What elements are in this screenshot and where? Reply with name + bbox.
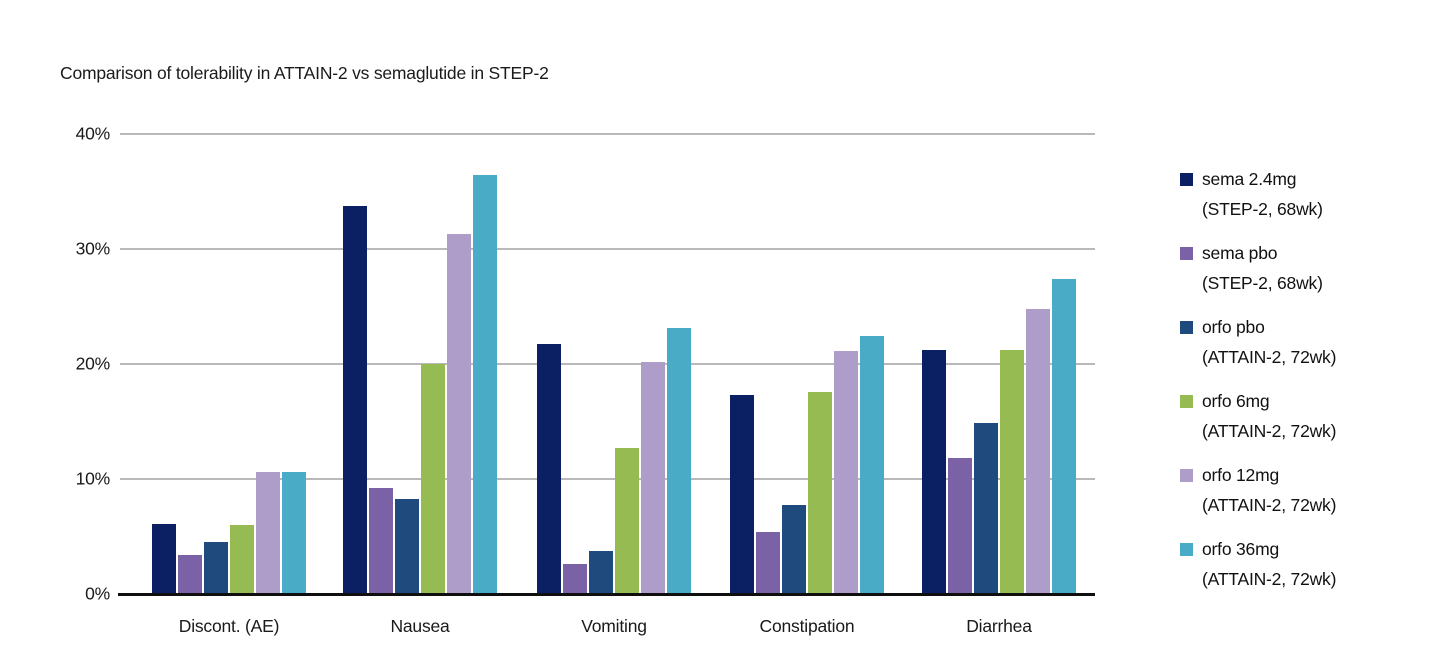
y-tick-label-30: 30%: [75, 238, 111, 259]
bar-series-3-cat-4: [1000, 350, 1024, 594]
bar-series-1-cat-4: [948, 458, 972, 594]
legend-text-0: sema 2.4mg (STEP-2, 68wk): [1202, 165, 1323, 224]
legend-label-1: sema pbo: [1202, 243, 1278, 263]
legend-text-5: orfo 36mg (ATTAIN-2, 72wk): [1202, 535, 1336, 594]
legend-sublabel-5: (ATTAIN-2, 72wk): [1202, 568, 1337, 589]
bar-series-3-cat-0: [230, 525, 254, 594]
bar-series-0-cat-3: [730, 395, 754, 594]
bar-group-2: [537, 328, 691, 594]
plot-area: 0% 10% 20% 30% 40% Discont. (AE) Nausea Vomiti…: [76, 124, 1095, 636]
legend-item-5: orfo 36mg (ATTAIN-2, 72wk): [1180, 535, 1450, 594]
bar-series-4-cat-0: [256, 472, 280, 594]
legend-swatch-2: [1180, 321, 1193, 334]
chart-title: Comparison of tolerability in ATTAIN-2 v…: [60, 63, 549, 83]
bar-series-5-cat-4: [1052, 278, 1076, 594]
category-label-0: Discont. (AE): [178, 616, 280, 636]
gridline-30: [120, 248, 1095, 250]
bar-series-4-cat-2: [641, 361, 665, 594]
bar-series-5-cat-0: [282, 472, 306, 594]
legend-swatch-1: [1180, 247, 1193, 260]
bar-series-5-cat-2: [667, 328, 691, 594]
bar-series-1-cat-3: [756, 531, 780, 594]
legend-label-4: orfo 12mg: [1202, 465, 1279, 485]
y-tick-label-20: 20%: [75, 353, 111, 374]
bar-group-4: [922, 278, 1076, 594]
bar-series-4-cat-4: [1026, 308, 1050, 594]
bar-series-5-cat-3: [860, 336, 884, 594]
y-tick-label-10: 10%: [75, 468, 111, 489]
legend: sema 2.4mg (STEP-2, 68wk) sema pbo (STEP-2,…: [1180, 165, 1450, 609]
x-axis-line: [118, 593, 1095, 596]
legend-text-1: sema pbo (STEP-2, 68wk): [1202, 239, 1323, 298]
legend-label-3: orfo 6mg: [1202, 391, 1270, 411]
bar-series-0-cat-4: [922, 350, 946, 594]
bar-series-3-cat-1: [421, 364, 445, 594]
legend-sublabel-0: (STEP-2, 68wk): [1202, 198, 1323, 219]
legend-item-0: sema 2.4mg (STEP-2, 68wk): [1180, 165, 1450, 224]
category-label-2: Vomiting: [581, 616, 647, 636]
legend-label-5: orfo 36mg: [1202, 539, 1279, 559]
legend-swatch-0: [1180, 173, 1193, 186]
gridline-10: [120, 478, 1095, 480]
bar-series-1-cat-1: [369, 488, 393, 594]
bar-series-3-cat-2: [615, 447, 639, 594]
bar-group-0: [152, 472, 306, 594]
legend-text-2: orfo pbo (ATTAIN-2, 72wk): [1202, 313, 1336, 372]
bar-series-4-cat-1: [447, 234, 471, 594]
legend-swatch-5: [1180, 543, 1193, 556]
bar-series-1-cat-2: [563, 564, 587, 594]
bar-series-0-cat-1: [343, 206, 367, 594]
legend-text-4: orfo 12mg (ATTAIN-2, 72wk): [1202, 461, 1336, 520]
legend-label-2: orfo pbo: [1202, 317, 1265, 337]
legend-item-1: sema pbo (STEP-2, 68wk): [1180, 239, 1450, 298]
category-label-3: Constipation: [759, 616, 855, 636]
bar-series-2-cat-4: [974, 422, 998, 594]
bar-series-4-cat-3: [834, 351, 858, 594]
legend-sublabel-3: (ATTAIN-2, 72wk): [1202, 420, 1337, 441]
bar-series-2-cat-1: [395, 498, 419, 594]
category-label-1: Nausea: [390, 616, 450, 636]
legend-swatch-3: [1180, 395, 1193, 408]
legend-item-4: orfo 12mg (ATTAIN-2, 72wk): [1180, 461, 1450, 520]
legend-sublabel-1: (STEP-2, 68wk): [1202, 272, 1323, 293]
category-label-4: Diarrhea: [966, 616, 1032, 636]
bar-series-0-cat-0: [152, 523, 176, 594]
bar-series-2-cat-0: [204, 542, 228, 594]
legend-sublabel-4: (ATTAIN-2, 72wk): [1202, 494, 1337, 515]
bar-series-2-cat-3: [782, 505, 806, 594]
y-tick-label-40: 40%: [75, 123, 111, 144]
bar-series-5-cat-1: [473, 175, 497, 594]
y-tick-label-0: 0%: [85, 583, 110, 604]
legend-sublabel-2: (ATTAIN-2, 72wk): [1202, 346, 1337, 367]
bar-group-3: [730, 336, 884, 594]
legend-text-3: orfo 6mg (ATTAIN-2, 72wk): [1202, 387, 1336, 446]
bar-series-0-cat-2: [537, 344, 561, 594]
legend-swatch-4: [1180, 469, 1193, 482]
legend-item-2: orfo pbo (ATTAIN-2, 72wk): [1180, 313, 1450, 372]
gridline-20: [120, 363, 1095, 365]
legend-label-0: sema 2.4mg: [1202, 169, 1297, 189]
bar-series-2-cat-2: [589, 551, 613, 594]
bar-series-1-cat-0: [178, 554, 202, 594]
bar-series-3-cat-3: [808, 391, 832, 594]
legend-item-3: orfo 6mg (ATTAIN-2, 72wk): [1180, 387, 1450, 446]
gridline-40: [120, 133, 1095, 135]
bar-group-1: [343, 175, 497, 594]
